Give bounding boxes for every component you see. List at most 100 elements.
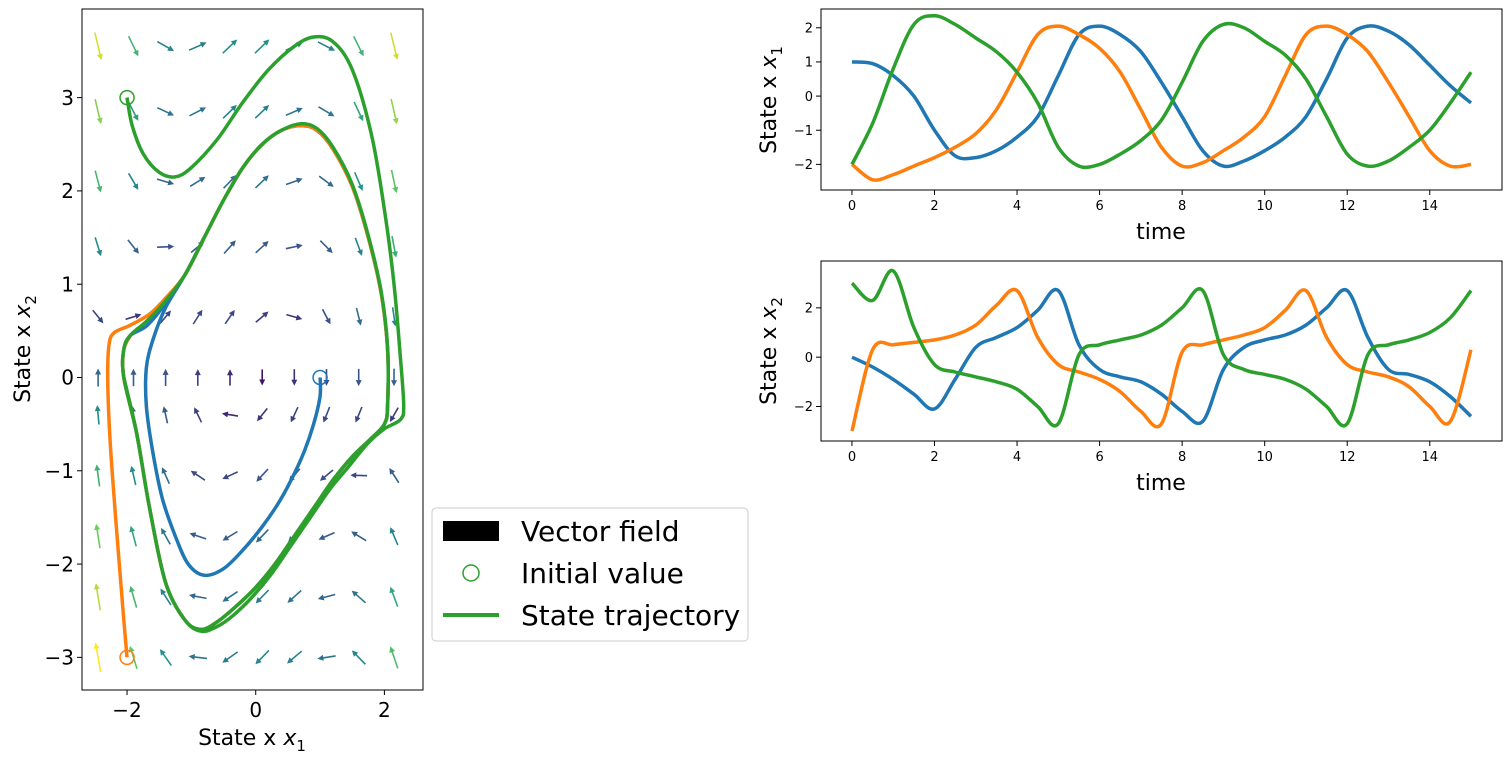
phase-portrait-axes: −2 0 2 −3 −2 −1 0 1 2 3 State x x1 State x x2 xyxy=(11,8,424,755)
y-tick-label: 0 xyxy=(805,90,813,105)
vector-arrow xyxy=(259,369,266,386)
y-tick-label: −2 xyxy=(794,400,813,415)
x1-series-blue xyxy=(851,24,1473,169)
x-tick-label: 0 xyxy=(848,450,856,465)
vector-arrow xyxy=(351,531,367,542)
vector-arrow xyxy=(391,236,398,258)
vector-arrow xyxy=(257,407,268,422)
vector-arrow xyxy=(254,39,270,54)
vector-arrow xyxy=(355,368,362,387)
initial-value-marker-orange xyxy=(119,649,135,666)
x-tick-label: 4 xyxy=(1013,450,1021,465)
phase-xlabel: State x x1 xyxy=(198,726,306,755)
vector-arrow xyxy=(222,471,239,480)
y-tick-label: 1 xyxy=(805,56,813,71)
vector-arrow xyxy=(389,468,400,484)
x1-series xyxy=(850,14,1473,182)
vector-arrow xyxy=(129,465,137,486)
vector-arrow xyxy=(92,309,104,324)
vector-field xyxy=(92,32,400,673)
phase-trajectory-blue xyxy=(120,123,390,632)
phase-trajectory-orange xyxy=(105,123,390,658)
initial-value-marker-green xyxy=(119,89,135,106)
x-tick-label: 0 xyxy=(249,698,262,722)
vector-arrow xyxy=(390,32,399,60)
vector-arrow xyxy=(255,311,269,323)
vector-arrow xyxy=(156,40,174,51)
vector-arrow xyxy=(390,98,399,125)
vector-arrow xyxy=(285,177,303,186)
vector-arrow xyxy=(351,650,366,665)
vector-arrow xyxy=(194,407,203,423)
vector-arrow xyxy=(255,589,270,604)
x-tick-label: 14 xyxy=(1421,199,1438,214)
legend-vector-field-label: Vector field xyxy=(521,515,680,548)
x2-series xyxy=(850,269,1473,432)
x1-ylabel: State x x1 xyxy=(757,46,786,154)
vector-arrow xyxy=(223,240,236,255)
time-plot-x2: 0 2 4 6 8 10 12 14 −2 0 2 time State x x2 xyxy=(757,260,1503,496)
vector-arrow xyxy=(318,531,335,540)
vector-arrow xyxy=(290,406,299,423)
vector-arrow xyxy=(352,35,364,57)
legend-initial-value-marker xyxy=(462,564,480,582)
vector-arrow xyxy=(222,651,239,663)
x-tick-label: 12 xyxy=(1339,199,1356,214)
vector-arrow xyxy=(291,369,298,386)
x2-series-blue xyxy=(851,287,1473,426)
vector-arrow xyxy=(94,170,103,193)
vector-arrow xyxy=(162,406,169,424)
vector-arrow xyxy=(222,590,239,602)
vector-arrow xyxy=(162,368,169,386)
vector-arrow xyxy=(159,649,173,667)
y-tick-label: 3 xyxy=(61,86,74,110)
vector-arrow xyxy=(94,464,101,487)
vector-arrow xyxy=(94,32,103,61)
x1-series-orange xyxy=(850,24,1472,182)
vector-arrow xyxy=(317,654,336,661)
vector-arrow xyxy=(227,369,233,386)
vector-arrow xyxy=(355,406,363,423)
vector-arrow xyxy=(95,368,102,387)
x2-xlabel: time xyxy=(1136,471,1186,496)
vector-arrow xyxy=(317,41,335,51)
y-tick-label: −2 xyxy=(45,552,74,576)
x-tick-label: 10 xyxy=(1256,199,1273,214)
x2-ticks: 0 2 4 6 8 10 12 14 −2 0 2 xyxy=(794,302,1438,465)
legend-frame xyxy=(431,507,749,642)
vector-arrow xyxy=(94,405,101,425)
vector-arrow xyxy=(190,470,206,481)
y-tick-label: 1 xyxy=(61,272,74,296)
vector-arrow xyxy=(127,35,139,57)
vector-arrow xyxy=(159,310,171,324)
x2-series-orange xyxy=(850,287,1473,432)
vector-arrow xyxy=(125,313,142,321)
vector-arrow xyxy=(353,171,363,191)
vector-arrow xyxy=(129,525,137,547)
vector-arrow xyxy=(317,593,336,601)
vector-arrow xyxy=(222,530,238,541)
vector-arrow xyxy=(256,529,269,543)
vector-arrow xyxy=(94,523,101,549)
vector-arrow xyxy=(391,368,397,387)
x2-plot-frame xyxy=(820,260,1503,442)
vector-arrow xyxy=(319,240,333,254)
x-tick-label: 6 xyxy=(1095,199,1103,214)
vector-arrow xyxy=(129,585,138,608)
vector-arrow xyxy=(161,467,171,485)
legend-vector-field-swatch xyxy=(443,521,499,541)
vector-arrow xyxy=(192,309,203,325)
vector-arrow xyxy=(94,237,103,257)
vector-arrow xyxy=(189,532,207,540)
vector-arrow xyxy=(222,39,238,54)
y-tick-label: −1 xyxy=(794,124,813,139)
vector-arrow xyxy=(286,313,303,321)
vector-arrow xyxy=(128,645,138,670)
phase-plot-frame xyxy=(81,8,424,691)
vector-arrow xyxy=(127,101,139,121)
vector-arrow xyxy=(353,101,364,122)
phase-ticks: −2 0 2 −3 −2 −1 0 1 2 3 xyxy=(45,86,391,722)
vector-arrow xyxy=(350,472,368,479)
